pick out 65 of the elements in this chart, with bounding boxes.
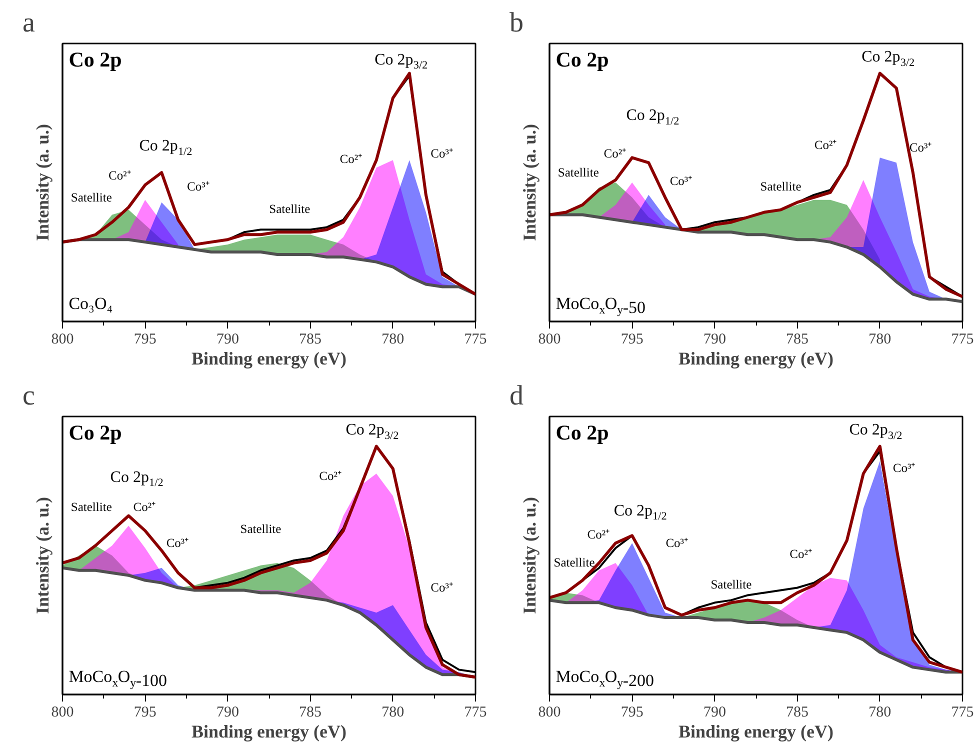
annotation: Co³⁺ (186, 180, 210, 194)
annotation: Satellite (269, 202, 311, 216)
x-tick-label: 785 (299, 332, 322, 348)
y-axis-title: Intensity (a. u.) (32, 496, 52, 614)
annotation: Satellite (558, 166, 600, 180)
text: Co 2p (556, 420, 609, 444)
x-tick-label: 795 (620, 704, 644, 720)
x-tick-label: 775 (464, 332, 487, 348)
x-tick-label: 790 (703, 704, 726, 720)
annotation: Co²⁺ (790, 547, 812, 562)
annotation: Co²⁺ (814, 138, 837, 152)
x-tick-label: 785 (786, 332, 809, 348)
annotation: Co³⁺ (430, 580, 453, 594)
text: Co 2p (68, 47, 122, 72)
x-tick-label: 790 (216, 332, 239, 348)
chart-title: b (510, 8, 524, 38)
x-tick-label: 785 (786, 704, 809, 720)
annotation: Co³⁺ (166, 536, 189, 550)
annotation: Co²⁺ (340, 152, 362, 166)
y-axis-title: Intensity (a. u.) (520, 124, 540, 242)
x-tick-label: 790 (703, 332, 726, 348)
x-tick-label: 775 (464, 704, 487, 720)
x-tick-label: 800 (51, 332, 74, 348)
x-tick-label: 790 (216, 704, 239, 720)
x-tick-label: 795 (134, 332, 156, 348)
x-tick-label: 795 (134, 704, 156, 720)
annotation: Co³⁺ (670, 174, 692, 188)
x-axis-title: Binding energy (eV) (192, 722, 347, 742)
annotation: Satellite (240, 522, 282, 536)
x-tick-label: 800 (538, 704, 561, 720)
x-tick-label: 795 (620, 332, 644, 348)
annotation: Co²⁺ (108, 168, 131, 182)
x-tick-label: 800 (538, 332, 561, 348)
annotation: Satellite (554, 555, 596, 570)
annotation: Co³⁺ (666, 536, 688, 550)
x-tick-label: 780 (382, 704, 404, 720)
chart-title: c (22, 380, 35, 412)
annotation: Satellite (710, 578, 752, 592)
x-tick-label: 780 (382, 332, 404, 348)
x-tick-label: 800 (51, 704, 74, 720)
annotation: Co²⁺ (587, 528, 610, 542)
y-axis-title: Intensity (a. u.) (520, 496, 540, 614)
annotation: Satellite (70, 500, 112, 514)
annotation: Satellite (70, 190, 112, 205)
annotation: Co²⁺ (133, 500, 156, 514)
x-tick-label: 775 (951, 704, 974, 720)
x-axis-title: Binding energy (eV) (678, 722, 834, 742)
annotation: Co³⁺ (430, 146, 453, 160)
text: Co 2p (556, 47, 609, 72)
annotation: Co₃O₄ (68, 294, 113, 314)
x-axis-title: Binding energy (eV) (192, 348, 347, 368)
x-tick-label: 785 (299, 704, 322, 720)
annotation: Co²⁺ (604, 146, 626, 160)
text: Co 2p (68, 420, 122, 444)
annotation: Co³⁺ (892, 460, 916, 475)
annotation: Co²⁺ (319, 469, 342, 484)
x-tick-label: 775 (951, 332, 974, 348)
x-axis-title: Binding energy (eV) (678, 348, 834, 368)
chart-title: a (22, 8, 36, 38)
annotation: Co³⁺ (909, 140, 932, 155)
x-tick-label: 780 (868, 704, 892, 720)
x-tick-label: 780 (868, 332, 892, 348)
chart-title: d (510, 380, 524, 412)
annotation: Satellite (760, 180, 802, 194)
y-axis-title: Intensity (a. u.) (32, 124, 52, 242)
